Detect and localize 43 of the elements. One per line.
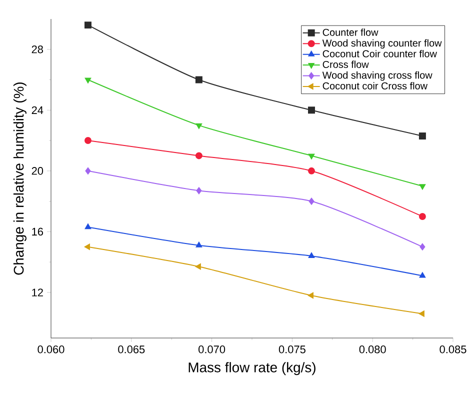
point (308, 167, 315, 174)
point (308, 252, 315, 258)
point (195, 152, 202, 160)
legend-label: Cross flow (322, 60, 369, 68)
y-tick-label: 12 (32, 288, 43, 296)
point (418, 310, 424, 317)
y-tick-label: 24 (32, 106, 44, 114)
point (308, 106, 315, 114)
y-tick-label: 20 (32, 167, 44, 175)
point (195, 264, 201, 270)
point (196, 242, 202, 248)
point (84, 137, 92, 144)
point (308, 292, 314, 299)
x-axis-title: Mass flow rate (kg/s) (188, 362, 316, 376)
x-tick-label: 0.080 (359, 346, 386, 354)
point (84, 78, 92, 84)
legend-label: Coconut Coir counter flow (322, 50, 437, 58)
point (308, 198, 314, 205)
y-axis-title: Change in relative humidity (%) (13, 82, 26, 275)
point (419, 272, 426, 278)
point (196, 187, 202, 194)
x-tick-label: 0.085 (440, 346, 466, 354)
legend-label: Wood shaving cross flow (322, 71, 432, 81)
point (85, 167, 91, 174)
y-tick-label: 16 (32, 228, 44, 236)
point (84, 22, 92, 29)
legend-label: Coconut coir Cross flow (322, 82, 428, 90)
point (419, 184, 426, 190)
legend-label: Wood shaving counter flow (322, 39, 442, 49)
point (195, 76, 202, 84)
x-tick-label: 0.060 (38, 346, 64, 354)
point (308, 154, 315, 160)
legend-label: Counter flow (322, 28, 378, 36)
point (420, 243, 426, 250)
point (84, 224, 92, 230)
point (196, 123, 202, 129)
x-tick-label: 0.075 (278, 346, 306, 354)
x-tick-label: 0.065 (118, 346, 145, 354)
point (418, 132, 426, 140)
x-tick-label: 0.070 (198, 346, 226, 354)
point (418, 212, 426, 220)
point (84, 244, 90, 250)
y-tick-label: 28 (32, 46, 44, 54)
